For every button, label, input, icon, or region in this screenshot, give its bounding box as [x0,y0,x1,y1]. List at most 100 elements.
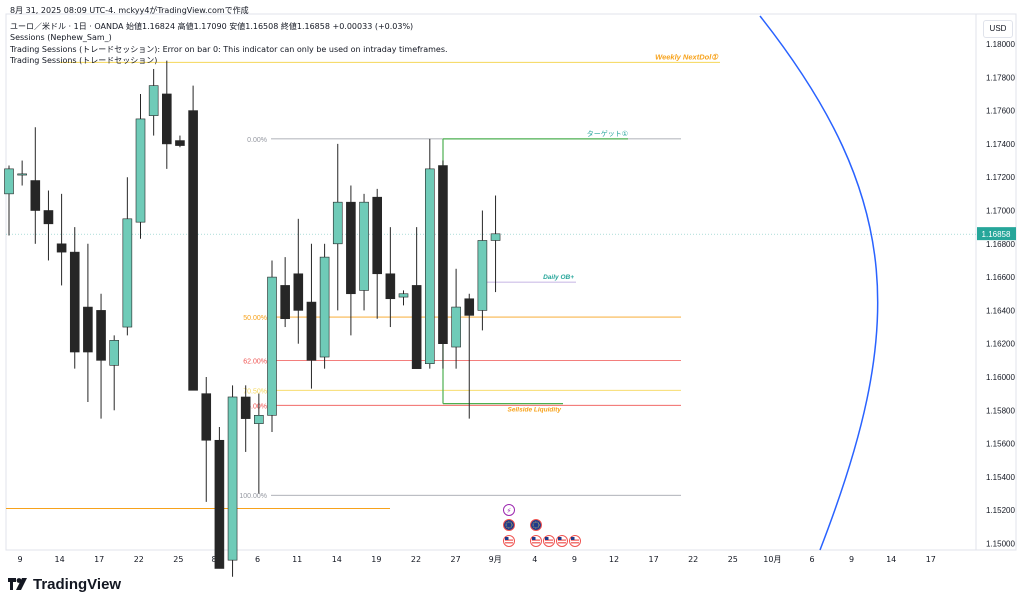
candle-body [83,306,93,353]
candle-body [306,301,317,361]
price-tick-label: 1.16200 [986,340,1015,349]
time-tick-label: 12 [609,555,619,564]
time-tick-label: 25 [728,555,738,564]
price-tick-label: 1.16000 [986,373,1015,382]
price-tick-label: 1.15800 [986,406,1015,415]
event-flag-us-stripe [532,542,540,544]
event-flag-us-stripe [505,542,513,544]
time-tick-label: 10月 [763,555,781,564]
tradingview-logo: TradingView [8,576,121,593]
candle-body [411,285,422,369]
candle-body [254,414,264,424]
price-tick-label: 1.16600 [986,273,1015,282]
current-price-label: 1.16858 [982,230,1011,239]
fib-level-label: 100.00% [239,493,267,500]
price-tick-label: 1.17000 [986,207,1015,216]
event-flag-us-stripe [571,542,579,544]
event-flag-us-canton [505,537,509,540]
price-tick-label: 1.16800 [986,240,1015,249]
candle-body [109,340,119,366]
candle-body [214,439,225,569]
candle-body [346,201,356,295]
timestamp-line: 8月 31, 2025 08:09 UTC-4. mckyy4がTradingV… [10,6,249,15]
event-flag-us-stripe [571,539,579,541]
price-tick-label: 1.15000 [986,540,1015,549]
annotation-weekly-nextdol: Weekly NextDol① [655,52,719,61]
candle-body [175,140,185,146]
price-tick-label: 1.15400 [986,473,1015,482]
time-tick-label: 6 [255,555,260,564]
event-flag-eu-icon [530,519,542,531]
time-tick-label: 17 [649,555,659,564]
price-tick-label: 1.17400 [986,140,1015,149]
time-tick-label: 11 [292,555,302,564]
indicator-sessions[interactable]: Sessions (Nephew_Sam_) [10,33,112,42]
price-tick-label: 1.15200 [986,506,1015,515]
fib-level-label: 70.50% [243,388,267,395]
event-flag-us-stripe [505,539,513,541]
candle-body [293,273,304,311]
indicator-trading-sessions[interactable]: Trading Sessions (トレードセッション) [10,56,158,65]
candle-body [385,273,396,300]
tradingview-brand-text: TradingView [33,576,122,593]
candle-body [17,173,27,176]
annotation-target: ターゲット① [587,129,628,138]
candle-body [43,210,54,225]
time-tick-label: 6 [809,555,814,564]
time-tick-label: 27 [451,555,461,564]
currency-button[interactable]: USD [983,20,1013,38]
candle-body [490,233,501,241]
tradingview-logo-icon [8,577,27,590]
candle-body [188,110,198,391]
time-tick-label: 9 [849,555,854,564]
event-flag-us-canton [558,537,562,540]
time-tick-label: 14 [332,555,342,564]
symbol-ohlc-line: ユーロ／米ドル · 1日 · OANDA 始値1.16824 高値1.17090… [10,22,414,31]
event-flag-us-canton [545,537,549,540]
time-tick-label: 14 [55,555,65,564]
price-axis [975,13,1017,551]
annotation-daily-ob: Daily OB+ [543,274,574,281]
time-tick-label: 25 [173,555,183,564]
fib-level-label: 62.00% [243,358,267,365]
event-flag-eu-stars [532,521,540,529]
candle-body [135,118,146,223]
price-tick-label: 1.18000 [986,40,1015,49]
time-tick-label: 19 [371,555,381,564]
price-tick-label: 1.17200 [986,173,1015,182]
time-tick-label: 9月 [489,555,502,564]
event-flag-us-canton [532,537,536,540]
projection-arc [759,15,879,551]
price-tick-label: 1.16400 [986,306,1015,315]
candle-body [451,306,461,348]
time-tick-label: 9 [17,555,22,564]
candle-body [332,201,343,245]
price-tick-label: 1.17600 [986,107,1015,116]
price-tick-label: 1.17800 [986,73,1015,82]
time-tick-label: 4 [532,555,537,564]
candle-body [438,165,448,344]
candle-body [56,243,67,253]
event-flag-us-stripe [558,539,566,541]
event-lightning-icon [503,504,515,516]
current-price-tag [977,227,1016,241]
candle-body [227,396,238,561]
candle-body [240,396,251,419]
candle-body [359,201,369,291]
indicator-trading-sessions-error[interactable]: Trading Sessions (トレードセッション): Error on b… [10,45,448,54]
candle-body [372,196,383,275]
time-tick-label: 22 [134,555,144,564]
candle-body [280,285,290,320]
event-flag-us-stripe [545,542,553,544]
candle-body [122,218,133,328]
time-tick-label: 14 [886,555,896,564]
candle-body [398,293,409,298]
event-flag-eu-icon [503,519,515,531]
time-tick-label: 17 [94,555,104,564]
time-tick-label: 22 [688,555,698,564]
fib-level-label: 0.00% [247,137,267,144]
candle-body [477,240,488,311]
candle-body [201,393,212,441]
time-tick-label: 22 [411,555,421,564]
